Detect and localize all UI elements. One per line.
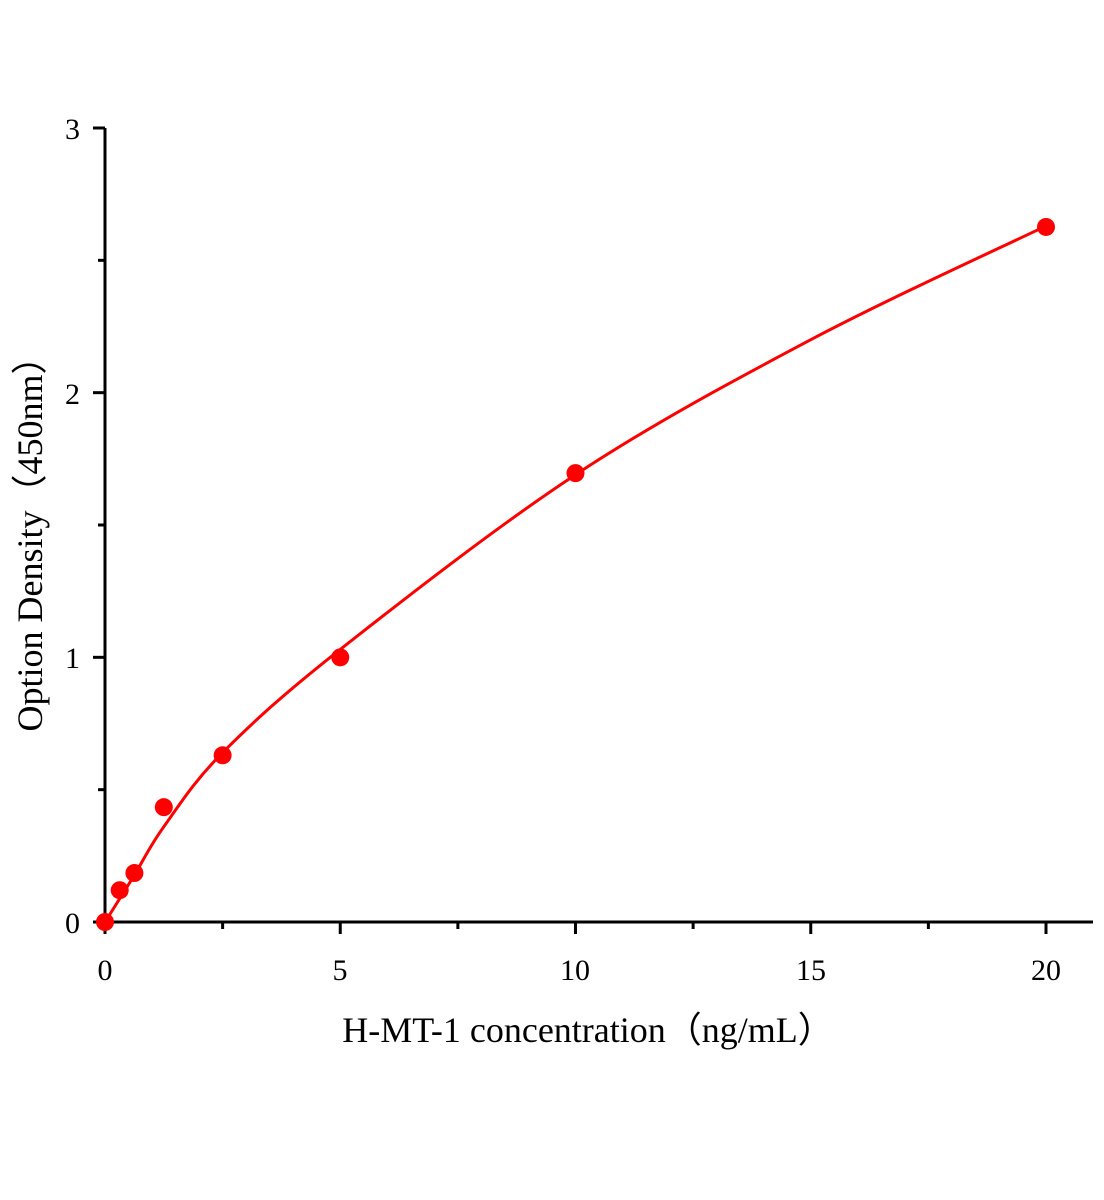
fit-curve — [103, 224, 1047, 923]
y-tick-label: 1 — [65, 642, 80, 675]
x-tick-label: 10 — [560, 954, 590, 987]
x-tick-label: 20 — [1031, 954, 1061, 987]
x-tick-label: 15 — [796, 954, 826, 987]
data-point — [213, 746, 232, 765]
y-tick-label: 0 — [65, 907, 80, 940]
data-point — [154, 798, 173, 817]
x-tick-label: 5 — [333, 954, 348, 987]
x-tick-label: 0 — [98, 954, 113, 987]
data-point — [1037, 217, 1055, 236]
data-point — [96, 913, 114, 931]
x-axis-label: H-MT-1 concentration（ng/mL） — [342, 1010, 834, 1050]
y-tick-label: 2 — [65, 378, 80, 411]
axes — [103, 128, 1093, 924]
y-tick-label: 3 — [65, 113, 80, 146]
y-axis-label: Option Density（450nm） — [10, 339, 50, 732]
data-point — [110, 881, 129, 900]
data-point — [125, 864, 144, 883]
data-point — [566, 464, 585, 483]
data-point — [331, 648, 350, 667]
